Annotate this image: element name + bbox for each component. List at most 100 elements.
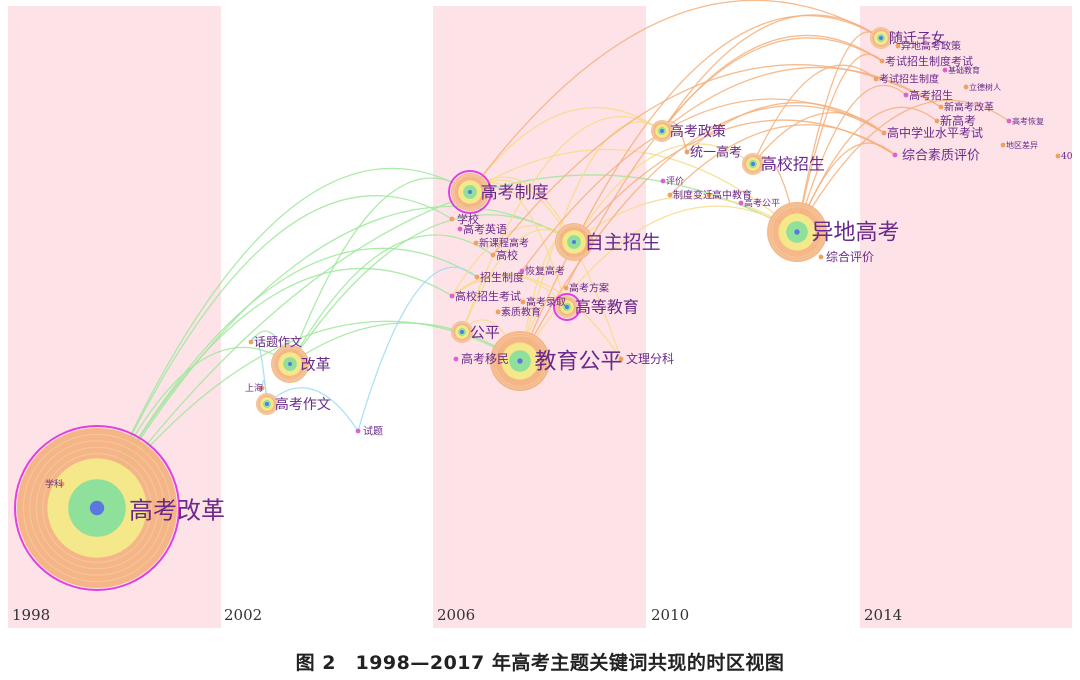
keyword-node-k21 (451, 321, 473, 343)
keyword-label: 异地高考 (812, 221, 900, 246)
link-k1-k8 (96, 167, 471, 509)
keyword-node-k4 (271, 345, 309, 383)
keyword-node-k25 (651, 120, 673, 142)
keyword-label: 考试招生制度 (879, 73, 939, 86)
link-k25-k34 (661, 14, 882, 132)
keyword-label: 立德树人 (969, 82, 1001, 92)
keyword-node-k13 (519, 268, 525, 274)
year-label-2002: 2002 (224, 606, 262, 624)
link-k16-k24 (451, 274, 622, 360)
keyword-node-k41 (938, 104, 944, 110)
link-k16-k20 (451, 273, 568, 308)
keyword-label: 制度变迁 (673, 189, 713, 202)
keyword-label: 基础教育 (948, 65, 980, 75)
figure-caption: 图 2 1998—2017 年高考主题关键词共现的时区视图 (295, 652, 785, 674)
year-label-2010: 2010 (651, 606, 689, 624)
keyword-node-k6 (256, 393, 278, 415)
keyword-label: 高考方案 (569, 282, 609, 295)
keyword-label: 高考公平 (744, 197, 780, 209)
keyword-label: 新高考 (940, 113, 976, 128)
keyword-label: 高等教育 (575, 298, 639, 317)
keyword-node-k39 (963, 84, 969, 90)
keyword-node-k43 (1006, 118, 1012, 124)
keyword-node-k23 (490, 331, 550, 391)
keyword-label: 高考英语 (463, 222, 507, 236)
link-k32-k40 (796, 84, 907, 233)
keyword-node-k22 (453, 356, 459, 362)
keyword-label: 自主招生 (585, 232, 661, 254)
keyword-label: 高中教育 (712, 189, 752, 202)
keyword-label: 综合素质评价 (902, 149, 980, 164)
keyword-node-k34 (870, 27, 892, 49)
keyword-node-k40 (903, 92, 909, 98)
keyword-label: 高校 (496, 248, 518, 262)
keyword-node-k27 (742, 153, 764, 175)
keyword-label: 高校招生 (761, 155, 825, 174)
keyword-label: 综合评价 (826, 249, 874, 264)
keyword-label: 恢复高考 (525, 265, 565, 278)
keyword-label: 异地高考政策 (901, 40, 961, 53)
keyword-node-k26 (684, 149, 690, 155)
keyword-label: 招生制度 (480, 270, 524, 284)
time-zone-band-2014 (860, 6, 1072, 628)
link-k25-k41 (661, 66, 942, 132)
year-label-1998: 1998 (12, 606, 50, 624)
keyword-label: 高考移民 (461, 351, 509, 366)
link-k15-k36 (565, 37, 883, 289)
link-k1-k32 (96, 174, 798, 509)
keyword-label: 公平 (470, 323, 500, 341)
keyword-label: 高校招生考试 (455, 289, 521, 303)
keyword-node-k5 (259, 385, 265, 391)
keyword-node-k15 (563, 285, 569, 291)
keyword-label: 高考制度 (481, 183, 549, 203)
keyword-node-k14 (474, 274, 480, 280)
link-k4-k8 (289, 177, 471, 365)
link-k19-k32 (573, 195, 798, 243)
link-k1-k19 (96, 205, 575, 509)
keyword-node-k28 (660, 178, 666, 184)
keyword-label: 学科 (45, 478, 63, 490)
link-k4-k12 (289, 234, 494, 365)
link-k23-k25 (519, 121, 663, 362)
keyword-label: 素质教育 (501, 306, 541, 319)
keyword-node-k38 (873, 76, 879, 82)
keyword-node-k16 (449, 293, 455, 299)
keyword-label: 高考作文 (275, 396, 331, 413)
link-k6-k7 (266, 387, 359, 432)
keyword-node-k19 (555, 223, 593, 261)
link-k7-k14 (357, 266, 478, 432)
link-k12-k41 (492, 64, 942, 256)
keyword-label: 学校 (457, 212, 479, 226)
keyword-label: 高中学业水平考试 (887, 125, 983, 140)
link-k27-k38 (752, 64, 877, 165)
link-k32-k34 (796, 31, 882, 233)
keyword-label: 改革 (301, 355, 331, 373)
year-labels: 1998 2002 2006 2010 2014 (12, 606, 902, 624)
keyword-label: 统一高考 (690, 145, 742, 161)
keyword-node-k42 (934, 118, 940, 124)
keyword-label: 教育公平 (535, 350, 623, 375)
keyword-label: 高考改革 (129, 496, 225, 524)
link-k1-k9 (96, 195, 453, 509)
keyword-node-k45 (1000, 142, 1006, 148)
keyword-label: 试题 (363, 425, 383, 438)
keyword-label: 高考恢复 (1012, 116, 1044, 126)
keyword-label: 地区差异 (1006, 140, 1038, 150)
keyword-node-k7 (355, 428, 361, 434)
keyword-node-k12 (490, 252, 496, 258)
keyword-node-k35 (895, 43, 901, 49)
keyword-label: 40 (1061, 152, 1073, 162)
link-k8-k32 (469, 148, 798, 233)
keyword-node-k44 (881, 130, 887, 136)
keyword-node-k33 (818, 254, 824, 260)
keyword-node-k36 (879, 58, 885, 64)
link-k32-k42 (796, 106, 938, 233)
keyword-label: 高考招生 (909, 88, 953, 102)
keyword-label: 高考录取 (526, 296, 566, 309)
keyword-node-k30 (706, 192, 712, 198)
keyword-node-k9 (449, 216, 455, 222)
keyword-node-k37 (942, 67, 948, 73)
keyword-node-k11 (473, 240, 479, 246)
keyword-node-k8 (448, 170, 492, 214)
